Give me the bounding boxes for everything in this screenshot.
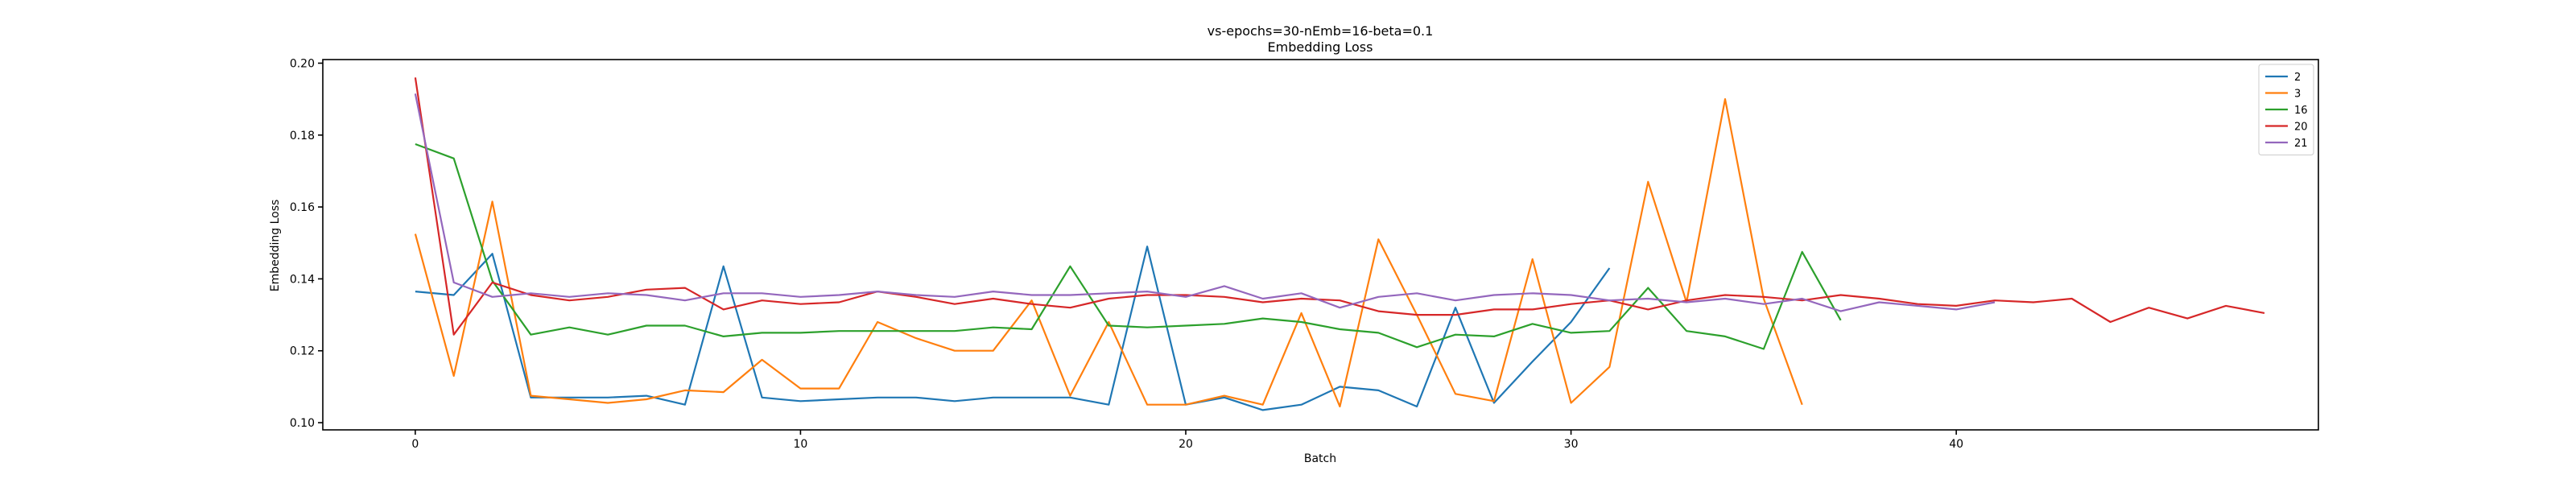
x-tick-label: 20 bbox=[1179, 438, 1193, 451]
series-line-2 bbox=[415, 246, 1611, 411]
y-tick-label: 0.12 bbox=[290, 345, 315, 358]
axes-frame bbox=[322, 59, 2319, 431]
x-tick-label: 0 bbox=[411, 438, 419, 451]
chart-subtitle: Embedding Loss bbox=[1268, 39, 1373, 55]
legend-label-3: 3 bbox=[2294, 89, 2301, 101]
y-tick-label: 0.16 bbox=[290, 201, 315, 214]
chart-title: vs-epochs=30-nEmb=16-beta=0.1 bbox=[1208, 23, 1434, 39]
legend-label-2: 2 bbox=[2294, 72, 2301, 84]
y-tick-label: 0.10 bbox=[290, 417, 315, 430]
legend-label-21: 21 bbox=[2294, 138, 2308, 150]
plot-area: 0 10 20 30 400.100.120.140.160.180.202316202… bbox=[290, 57, 2319, 451]
series-line-21 bbox=[414, 93, 1996, 312]
x-axis-label: Batch bbox=[1304, 452, 1336, 465]
series-line-3 bbox=[414, 97, 1803, 408]
legend-label-16: 16 bbox=[2294, 105, 2308, 117]
series-line-16 bbox=[415, 142, 1842, 350]
y-tick-label: 0.20 bbox=[290, 57, 315, 70]
y-tick-label: 0.18 bbox=[290, 130, 315, 142]
series-line-20 bbox=[414, 77, 2265, 336]
y-axis-label: Embedding Loss bbox=[269, 200, 282, 292]
legend-label-20: 20 bbox=[2294, 122, 2308, 134]
x-tick-label: 30 bbox=[1564, 438, 1579, 451]
x-tick-label: 10 bbox=[794, 438, 808, 451]
legend: 2 3 16 20 21 bbox=[2258, 64, 2314, 155]
x-tick-label: 40 bbox=[1949, 438, 1963, 451]
y-tick-label: 0.14 bbox=[290, 273, 315, 286]
